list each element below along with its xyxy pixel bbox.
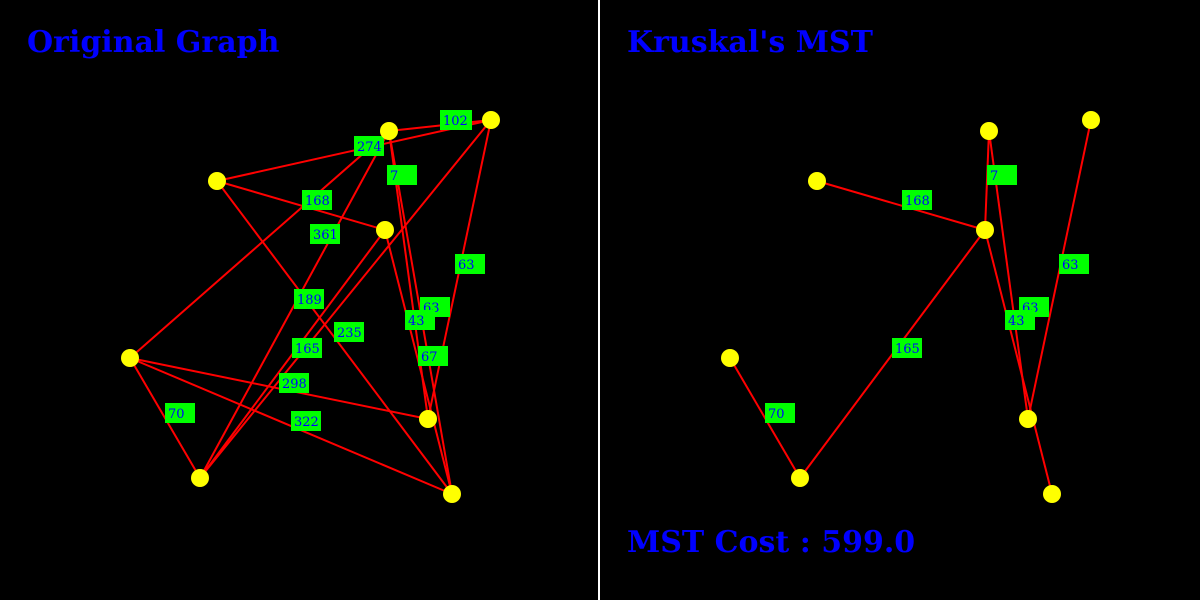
weight-label-e-102-box: [440, 110, 472, 130]
mst-weight-label-m-63a-text: 63: [1062, 258, 1079, 273]
mst-weight-label-m-70: 70: [765, 403, 795, 423]
mst-weight-label-m-7: 7: [987, 165, 1017, 185]
mst-weight-label-m-165-box: [892, 338, 922, 358]
weight-label-e-70-text: 70: [168, 407, 185, 422]
weight-label-e-168-box: [302, 190, 332, 210]
mst-weight-label-m-43: 43: [1005, 310, 1035, 330]
weight-label-e-298: 298: [279, 373, 309, 393]
mst-weight-label-m-165-text: 165: [895, 342, 920, 357]
left-node-c: [482, 111, 500, 129]
edge-e-361: [199, 119, 492, 479]
weight-label-e-298-text: 298: [282, 377, 307, 392]
mst-weight-label-m-168-box: [902, 190, 932, 210]
weight-label-e-298-box: [279, 373, 309, 393]
weight-label-e-165: 165: [292, 338, 322, 358]
mst-cost: MST Cost : 599.0: [627, 525, 915, 560]
weight-label-e-102-text: 102: [443, 114, 468, 129]
mst-weight-label-m-165: 165: [892, 338, 922, 358]
left-panel-title: Original Graph: [27, 25, 280, 60]
mst-weight-label-m-43-text: 43: [1008, 314, 1025, 329]
weight-label-e-165-text: 165: [295, 342, 320, 357]
weight-label-e-67-text: 67: [421, 350, 438, 365]
right-node-h: [1043, 485, 1061, 503]
weight-label-e-274-box: [354, 136, 384, 156]
right-node-c: [1082, 111, 1100, 129]
weight-label-e-361-text: 361: [313, 228, 338, 243]
mst-weight-label-m-7-text: 7: [990, 169, 998, 184]
weight-label-e-361: 361: [310, 224, 340, 244]
mst-weight-label-m-168-text: 168: [905, 194, 930, 209]
weight-label-e-70: 70: [165, 403, 195, 423]
left-nodes: [121, 111, 500, 503]
weight-label-e-70-box: [165, 403, 195, 423]
weight-label-e-235: 235: [334, 322, 364, 342]
weight-label-e-322-box: [291, 411, 321, 431]
left-node-b: [380, 122, 398, 140]
mst-weight-label-m-70-box: [765, 403, 795, 423]
weight-label-e-67-box: [418, 346, 448, 366]
mst-weight-label-m-63a-box: [1059, 254, 1089, 274]
weight-label-e-322-text: 322: [294, 415, 319, 430]
right-node-b: [980, 122, 998, 140]
edge-e-7: [129, 130, 390, 359]
left-node-h: [443, 485, 461, 503]
right-node-g: [791, 469, 809, 487]
weight-label-e-168: 168: [302, 190, 332, 210]
weight-label-e-189-text: 189: [297, 293, 322, 308]
weight-label-e-189-box: [294, 289, 324, 309]
left-node-d: [376, 221, 394, 239]
left-node-e: [121, 349, 139, 367]
left-node-a: [208, 172, 226, 190]
mst-edge-m-168: [816, 180, 986, 231]
right-panel-title: Kruskal's MST: [627, 25, 874, 60]
weight-label-e-7-box: [387, 165, 417, 185]
mst-weight-label-m-63a: 63: [1059, 254, 1089, 274]
mst-edge-m-43: [984, 229, 1053, 495]
weight-label-e-43-text: 43: [408, 314, 425, 329]
weight-label-e-67: 67: [418, 346, 448, 366]
mst-weight-label-m-168: 168: [902, 190, 932, 210]
mst-weight-label-m-43-box: [1005, 310, 1035, 330]
weight-label-e-189: 189: [294, 289, 324, 309]
edge-e-168: [216, 180, 386, 231]
weight-label-e-235-text: 235: [337, 326, 362, 341]
left-node-g: [191, 469, 209, 487]
weight-label-e-63a-box: [455, 254, 485, 274]
left-node-f: [419, 410, 437, 428]
right-node-d: [976, 221, 994, 239]
right-node-f: [1019, 410, 1037, 428]
weight-label-e-322: 322: [291, 411, 321, 431]
weight-label-e-168-text: 168: [305, 194, 330, 209]
weight-label-e-63a: 63: [455, 254, 485, 274]
weight-label-e-165-box: [292, 338, 322, 358]
weight-label-e-43: 43: [405, 310, 435, 330]
weight-label-e-361-box: [310, 224, 340, 244]
weight-label-e-7-text: 7: [390, 169, 398, 184]
weight-label-e-235-box: [334, 322, 364, 342]
mst-weight-label-m-7-box: [987, 165, 1017, 185]
weight-label-e-43-box: [405, 310, 435, 330]
right-nodes: [721, 111, 1100, 503]
weight-label-e-63a-text: 63: [458, 258, 475, 273]
weight-label-e-7: 7: [387, 165, 417, 185]
right-node-e: [721, 349, 739, 367]
right-node-a: [808, 172, 826, 190]
mst-weight-label-m-70-text: 70: [768, 407, 785, 422]
weight-label-e-274: 274: [354, 136, 384, 156]
weight-label-e-274-text: 274: [357, 140, 382, 155]
weight-label-e-102: 102: [440, 110, 472, 130]
